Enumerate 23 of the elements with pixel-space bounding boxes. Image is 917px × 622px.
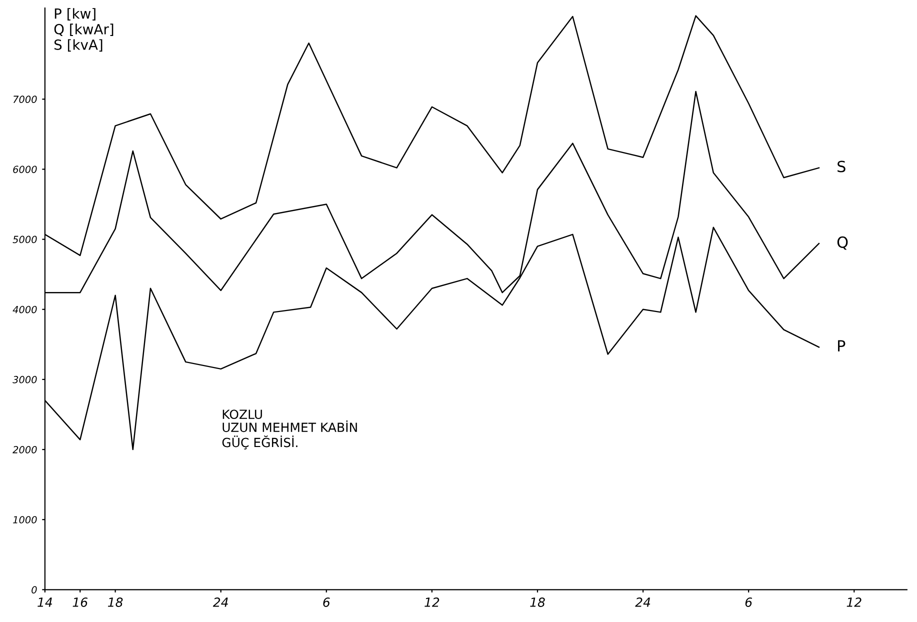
x-tick-label: 12	[424, 598, 440, 607]
y-tick-label: 0	[32, 586, 37, 594]
series-label: S	[838, 160, 846, 172]
x-tick-label: 18	[108, 598, 123, 607]
x-tick-label: 24	[635, 598, 650, 607]
x-tick-label: 24	[212, 598, 228, 607]
annotation: KOZLU UZUN MEHMET KABİN GÜÇ EĞRİSİ.	[222, 410, 357, 450]
series-label: P	[838, 340, 846, 352]
x-tick-label: 18	[530, 598, 545, 607]
y-tick-label: 5000	[12, 236, 37, 244]
y-tick-label: 6000	[13, 166, 37, 174]
x-tick-label: 12	[846, 598, 862, 607]
x-tick-label: 14	[38, 598, 52, 607]
y-tick-label: 4000	[12, 306, 37, 314]
x-tick-label: 6	[745, 598, 752, 607]
y-axis-title: P [kw] Q [kwAr] S [kvA]	[54, 8, 114, 52]
x-tick-label: 6	[323, 598, 330, 607]
series-label: Q	[837, 236, 848, 250]
y-tick-label: 2000	[12, 446, 37, 454]
y-tick-label: 1000	[13, 516, 37, 524]
x-tick-label: 16	[72, 598, 88, 607]
y-tick-label: 7000	[13, 96, 37, 104]
y-tick-label: 3000	[12, 376, 37, 384]
